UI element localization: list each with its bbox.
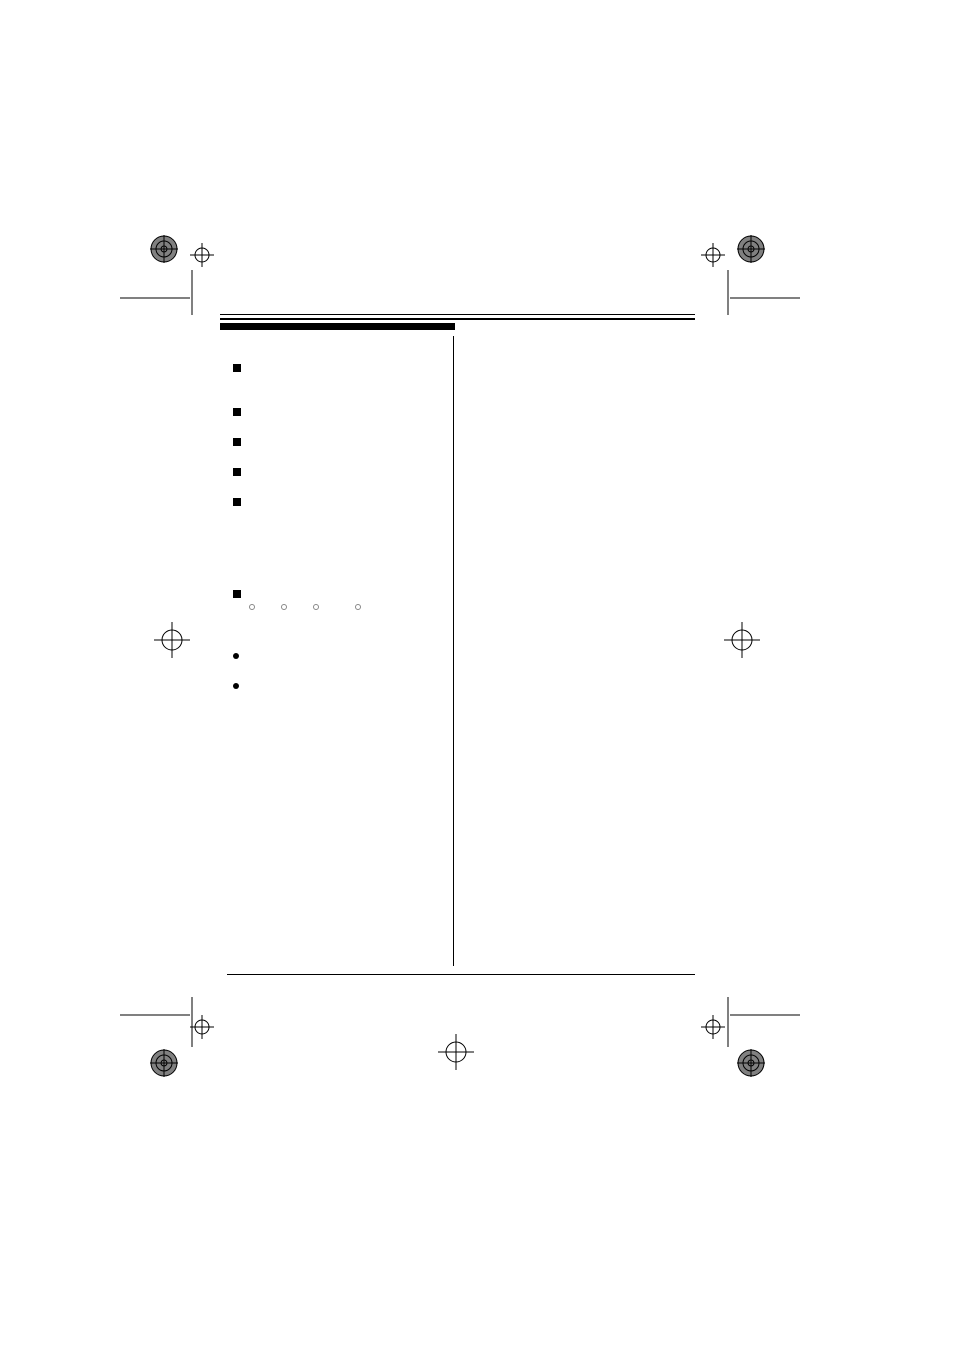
open-circle-icon	[281, 604, 287, 610]
rule-medium	[220, 318, 695, 320]
list-item	[233, 678, 443, 696]
page-root	[0, 0, 954, 1351]
square-bullet-icon	[233, 498, 241, 506]
crop-mark-top-left	[120, 270, 220, 330]
column-divider	[453, 336, 454, 966]
footer-rule-right	[455, 974, 695, 975]
registration-mark-right-mid	[720, 618, 764, 662]
square-bullet-icon	[233, 590, 241, 598]
registration-mark-bottom-center	[426, 1030, 486, 1080]
list-item	[233, 434, 443, 452]
square-bullet-icon	[233, 364, 241, 372]
round-bullet-icon	[233, 653, 239, 659]
square-bullet-icon	[233, 408, 241, 416]
rule-thin	[220, 314, 695, 315]
open-circle-icon	[249, 604, 255, 610]
list-item	[233, 586, 443, 610]
registration-mark-left-mid	[150, 618, 194, 662]
footer-rule-left	[227, 974, 455, 975]
square-bullet-icon	[233, 438, 241, 446]
registration-mark-bottom-left	[150, 1015, 220, 1085]
rule-thick	[220, 323, 455, 330]
crop-mark-top-right	[700, 270, 800, 330]
list-item	[233, 648, 443, 666]
registration-mark-bottom-right	[695, 1015, 765, 1085]
list-item	[233, 360, 443, 378]
round-bullet-icon	[233, 683, 239, 689]
open-circle-icon	[313, 604, 319, 610]
list-item	[233, 494, 443, 512]
header-rules	[220, 314, 695, 330]
sub-dot-row	[249, 604, 361, 610]
open-circle-icon	[355, 604, 361, 610]
bullet-list	[233, 360, 443, 696]
square-bullet-icon	[233, 468, 241, 476]
list-item	[233, 404, 443, 422]
list-item	[233, 464, 443, 482]
